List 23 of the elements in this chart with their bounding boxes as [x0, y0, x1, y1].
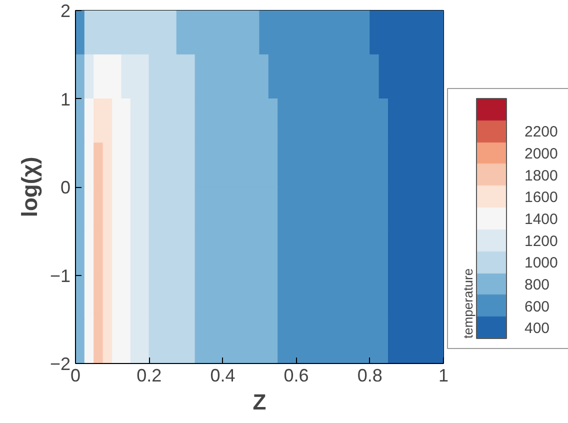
x-tick-label: 1 — [438, 366, 449, 386]
x-tick-label: 0.6 — [284, 366, 309, 386]
color-bar-label: 1400 — [524, 211, 558, 228]
y-axis-title: log(χ) — [16, 156, 42, 218]
x-tick-label: 0.2 — [136, 366, 162, 386]
y-tick-label: −1 — [50, 266, 71, 286]
color-bar-title: temperature — [460, 268, 476, 338]
color-bar-label: 1600 — [524, 189, 558, 206]
color-bar-label: 1000 — [524, 254, 558, 272]
color-bar-label: 2000 — [524, 146, 558, 163]
color-bar-label: 800 — [524, 276, 550, 294]
y-tick-label: 2 — [60, 1, 71, 21]
color-bar-label: 1200 — [524, 232, 558, 250]
y-tick-label: 0 — [60, 178, 71, 198]
color-bar-label: 600 — [524, 298, 550, 316]
x-tick-label: 0.8 — [357, 366, 382, 386]
x-tick-label: 0.4 — [210, 366, 236, 386]
color-bar-label: 400 — [524, 320, 550, 338]
x-axis-title: Z — [252, 390, 266, 414]
color-bar-label: 2200 — [524, 124, 558, 141]
y-tick-label: −2 — [50, 354, 71, 374]
y-tick-label: 1 — [60, 89, 71, 110]
color-bar-label: 1800 — [524, 167, 558, 184]
